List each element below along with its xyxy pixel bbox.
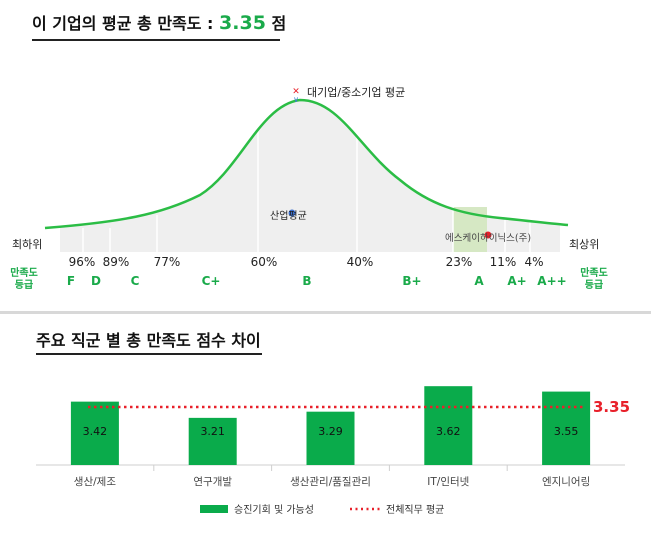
grade-label: B	[302, 274, 312, 288]
company-avg-marker-icon: ✕	[292, 87, 300, 97]
grade-legend-line1: 만족도	[580, 268, 608, 279]
bar	[188, 417, 237, 465]
title-underline	[36, 353, 262, 355]
bar	[70, 401, 119, 465]
bar-value-label: 3.21	[200, 425, 225, 438]
title-underline	[32, 39, 280, 41]
grade-legend-line2: 등급	[14, 280, 34, 291]
category-label: 생산/제조	[74, 476, 117, 488]
category-label: IT/인터넷	[427, 476, 469, 488]
company-name-label: 에스케이하이닉스(주)	[445, 233, 532, 244]
grade-label: F	[66, 274, 76, 288]
percentile-label: 96%	[68, 255, 96, 269]
grade-label: C	[130, 274, 140, 288]
legend-bar-swatch	[200, 505, 228, 513]
industry-avg-dot	[288, 209, 296, 217]
job-group-bar-chart: 3.42 생산/제조 3.21 연구개발 3.29 생산관리/품질관리 3.62 IT/인터넷…	[36, 386, 630, 516]
distribution-curve-chart: ✕ ∨	[44, 87, 569, 252]
percentile-label: 89%	[102, 255, 130, 269]
grade-label: A+	[507, 274, 527, 288]
legend: 승진기회 및 가능성 전체직무 평균	[200, 504, 444, 516]
bar	[306, 411, 355, 465]
grade-label: A++	[537, 274, 567, 288]
grade-legend-left: 만족도 등급	[6, 268, 42, 292]
bar-value-label: 3.62	[436, 425, 461, 438]
grade-label: A	[474, 274, 484, 288]
score-unit: 점	[271, 14, 287, 33]
satisfaction-title: 이 기업의 평균 총 만족도 : 3.35 점	[32, 10, 286, 34]
lowest-label: 최하위	[12, 238, 43, 251]
grade-legend-line2: 등급	[584, 280, 604, 291]
company-dot	[484, 231, 492, 239]
reference-value-label: 3.35	[593, 398, 630, 416]
percentile-label: 23%	[445, 255, 473, 269]
category-label: 연구개발	[193, 476, 232, 488]
legend-bar-label: 승진기회 및 가능성	[234, 504, 314, 516]
category-label: 엔지니어링	[542, 476, 590, 488]
title-prefix: 이 기업의 평균 총 만족도 :	[32, 14, 214, 33]
grade-label: D	[91, 274, 101, 288]
highest-label: 최상위	[569, 238, 600, 251]
distribution-line	[44, 98, 569, 230]
grade-legend-right: 만족도 등급	[576, 268, 612, 292]
percentile-label: 4%	[524, 255, 544, 269]
job-group-title: 주요 직군 별 총 만족도 점수 차이	[36, 331, 261, 350]
bar	[424, 386, 473, 465]
grade-legend-line1: 만족도	[10, 268, 38, 279]
legend-ref-label: 전체직무 평균	[386, 504, 444, 516]
bar-value-label: 3.55	[554, 425, 579, 438]
percentile-label: 40%	[346, 255, 374, 269]
grade-label: C+	[201, 274, 221, 288]
category-label: 생산관리/품질관리	[290, 476, 371, 488]
industry-avg-label: 산업평균	[270, 211, 307, 222]
percentile-label: 11%	[489, 255, 517, 269]
bar-value-label: 3.29	[318, 425, 343, 438]
company-avg-label: 대기업/중소기업 평균	[307, 86, 406, 99]
grade-label: B+	[402, 274, 422, 288]
percentile-label: 77%	[153, 255, 181, 269]
curve-area	[60, 100, 560, 252]
average-score: 3.35	[219, 12, 266, 34]
bar	[542, 391, 591, 465]
chevron-down-icon: ∨	[293, 95, 299, 104]
percentile-label: 60%	[250, 255, 278, 269]
section-divider	[0, 311, 651, 314]
bar-value-label: 3.42	[83, 425, 108, 438]
